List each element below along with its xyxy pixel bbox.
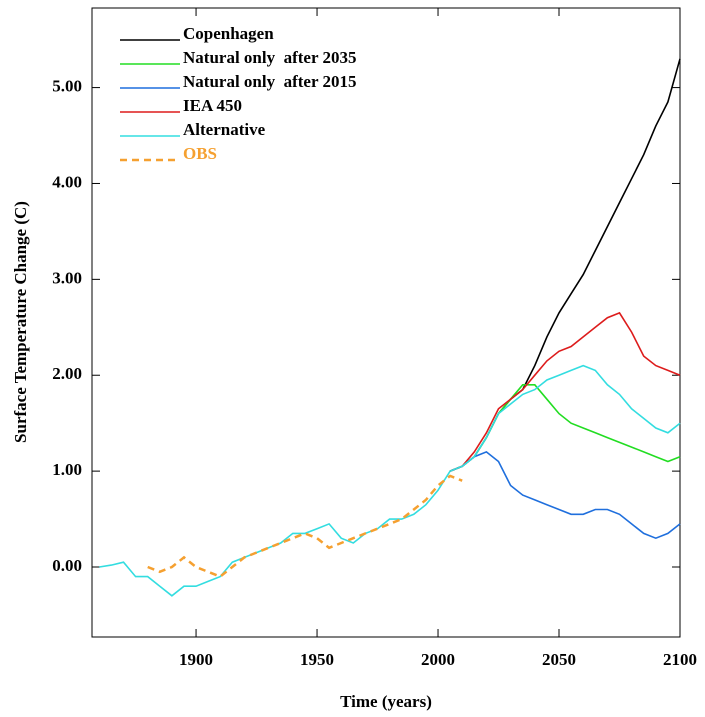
y-tick-label: 5.00 xyxy=(52,76,82,95)
series-line xyxy=(99,364,681,597)
legend-label: IEA 450 xyxy=(183,96,242,115)
y-tick-label: 2.00 xyxy=(52,364,82,383)
y-axis-label: Surface Temperature Change (C) xyxy=(11,201,30,443)
y-tick-label: 1.00 xyxy=(52,460,82,479)
x-tick-label: 2000 xyxy=(421,650,455,669)
x-axis-label: Time (years) xyxy=(340,692,432,711)
legend-label: OBS xyxy=(183,144,217,163)
y-tick-label: 4.00 xyxy=(52,172,82,191)
legend-label: Copenhagen xyxy=(183,24,274,43)
x-tick-label: 1950 xyxy=(300,650,334,669)
series-line xyxy=(449,383,681,472)
series-line xyxy=(449,311,681,472)
x-tick-label: 1900 xyxy=(179,650,213,669)
x-tick-label: 2050 xyxy=(542,650,576,669)
x-tick-label: 2100 xyxy=(663,650,697,669)
legend-label: Alternative xyxy=(183,120,266,139)
y-tick-label: 0.00 xyxy=(52,556,82,575)
series-line xyxy=(147,474,463,579)
legend-label: Natural only after 2015 xyxy=(183,72,356,91)
plot-frame xyxy=(91,7,681,638)
series-line xyxy=(449,58,681,472)
series-line xyxy=(449,450,681,540)
y-tick-label: 3.00 xyxy=(52,268,82,287)
legend-label: Natural only after 2035 xyxy=(183,48,356,67)
